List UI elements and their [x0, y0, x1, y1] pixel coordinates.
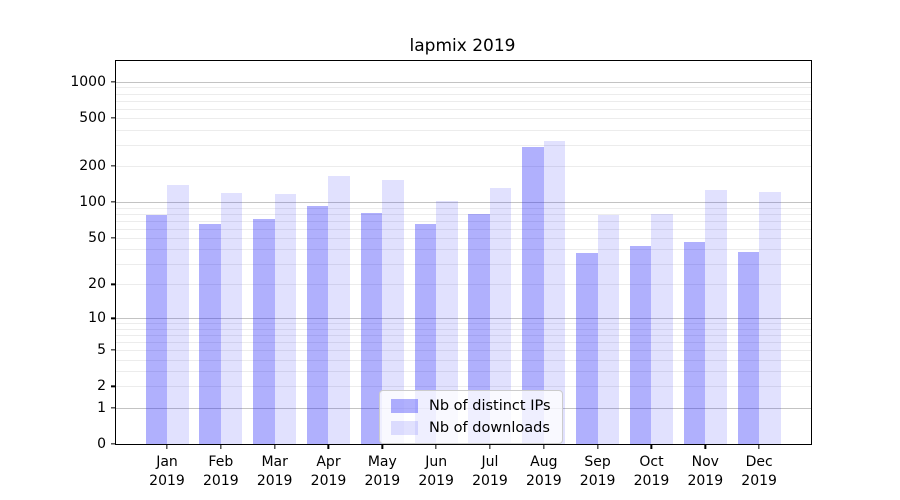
bar-downloads-sep	[597, 214, 620, 444]
legend-swatch-distinct-ips	[391, 398, 418, 414]
bar-distinct-ips-mar	[253, 219, 275, 444]
minor-gridline	[116, 108, 811, 110]
bar-distinct-ips-nov	[683, 242, 706, 444]
x-tick-mark	[166, 444, 168, 449]
plot-area: Nb of distinct IPs Nb of downloads 0 1 2 5 1…	[70, 60, 812, 489]
bar-downloads-jun	[436, 201, 458, 444]
legend-label-downloads: Nb of downloads	[429, 420, 550, 436]
bar-distinct-ips-may	[360, 213, 383, 444]
x-tick-mark	[327, 444, 330, 449]
y-tick-mark	[111, 201, 116, 203]
bar-downloads-may	[382, 180, 404, 444]
x-tick-label-apr: Apr 2019	[310, 454, 347, 489]
x-tick-label-sep: Sep 2019	[579, 454, 616, 489]
minor-gridline	[116, 93, 811, 95]
y-tick-mark	[111, 385, 116, 388]
bar-distinct-ips-apr	[306, 206, 329, 444]
legend: Nb of distinct IPs Nb of downloads	[379, 390, 563, 444]
x-tick-label-may: May 2019	[364, 454, 401, 489]
x-tick-mark	[543, 444, 545, 449]
y-tick-label: 500	[79, 110, 106, 127]
x-tick-mark	[489, 444, 491, 449]
minor-gridline	[116, 87, 811, 89]
y-tick-label: 100	[79, 194, 106, 211]
minor-gridline	[116, 129, 811, 131]
bar-downloads-jul	[489, 188, 512, 444]
bar-downloads-nov	[705, 190, 727, 444]
bar-distinct-ips-feb	[199, 223, 221, 444]
y-tick-mark	[111, 317, 116, 319]
x-tick-label-jul: Jul 2019	[472, 454, 508, 489]
bar-downloads-oct	[651, 214, 673, 444]
legend-item-downloads: Nb of downloads	[391, 420, 551, 436]
y-tick-label: 200	[79, 158, 106, 175]
y-tick-label: 5	[97, 342, 106, 359]
bar-distinct-ips-jun	[414, 224, 437, 444]
bar-downloads-feb	[220, 193, 243, 444]
x-tick-label-mar: Mar 2019	[256, 454, 293, 489]
x-tick-mark	[758, 444, 760, 449]
bar-downloads-apr	[328, 176, 350, 444]
x-tick-mark	[274, 444, 276, 449]
x-tick-mark	[650, 444, 653, 449]
y-tick-mark	[111, 283, 116, 286]
x-tick-mark	[435, 444, 437, 449]
bar-distinct-ips-jan	[145, 214, 167, 444]
bar-downloads-dec	[759, 191, 781, 444]
x-tick-mark	[220, 444, 222, 449]
x-tick-label-nov: Nov 2019	[687, 454, 724, 489]
x-tick-mark	[381, 444, 383, 449]
x-tick-mark	[596, 444, 599, 449]
y-tick-label: 2	[97, 378, 106, 395]
y-tick-mark	[111, 117, 116, 119]
bar-distinct-ips-oct	[629, 245, 652, 444]
y-tick-mark	[111, 443, 116, 445]
y-tick-label: 20	[88, 276, 106, 293]
legend-item-distinct-ips: Nb of distinct IPs	[391, 398, 551, 414]
bar-distinct-ips-aug	[522, 146, 544, 444]
y-tick-label: 10	[88, 310, 106, 327]
y-tick-mark	[111, 165, 116, 167]
y-tick-label: 1000	[70, 73, 106, 90]
y-tick-label: 0	[97, 436, 106, 452]
x-tick-label-jun: Jun 2019	[418, 454, 454, 489]
bar-distinct-ips-sep	[576, 253, 598, 444]
bar-distinct-ips-jul	[468, 213, 490, 444]
major-gridline	[116, 81, 811, 83]
x-tick-label-dec: Dec 2019	[741, 454, 777, 489]
x-tick-mark	[704, 444, 706, 449]
legend-swatch-downloads	[391, 420, 418, 436]
x-tick-label-feb: Feb 2019	[203, 454, 239, 489]
x-tick-label-oct: Oct 2019	[633, 454, 670, 489]
y-tick-label: 1	[97, 399, 106, 416]
y-tick-mark	[111, 407, 116, 409]
bar-downloads-mar	[274, 193, 297, 444]
bar-downloads-aug	[543, 140, 566, 444]
bar-distinct-ips-dec	[737, 251, 760, 444]
y-tick-mark	[111, 81, 116, 83]
x-tick-label-jan: Jan 2019	[149, 454, 185, 489]
y-tick-label: 50	[88, 229, 106, 246]
legend-label-distinct-ips: Nb of distinct IPs	[429, 398, 551, 414]
y-tick-mark	[111, 349, 116, 351]
minor-gridline	[116, 144, 811, 146]
minor-gridline	[116, 100, 811, 102]
chart-title: lapmix 2019	[409, 36, 516, 56]
x-tick-label-aug: Aug 2019	[525, 454, 562, 489]
y-tick-mark	[111, 237, 116, 239]
minor-gridline	[116, 118, 811, 120]
bar-downloads-jan	[167, 184, 189, 444]
minor-gridline	[116, 166, 811, 168]
